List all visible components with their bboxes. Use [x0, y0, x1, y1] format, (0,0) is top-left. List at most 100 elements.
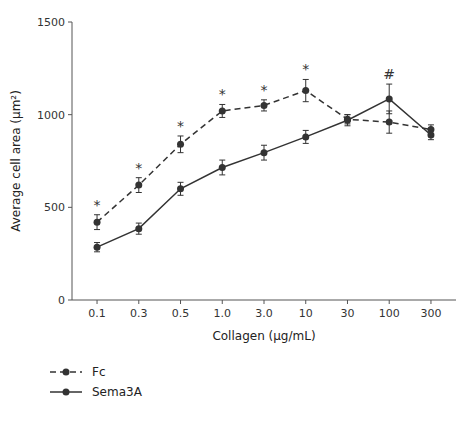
- error-bar: [303, 130, 309, 143]
- error-bar: [219, 160, 225, 175]
- error-bar: [136, 178, 142, 193]
- x-tick-label: 0.1: [88, 307, 106, 320]
- error-cap: [303, 130, 309, 131]
- error-cap: [178, 182, 184, 183]
- y-tick-label: 0: [58, 294, 65, 307]
- error-cap: [303, 143, 309, 144]
- point: [135, 225, 142, 232]
- x-tick: [180, 300, 181, 304]
- annotation: *: [177, 118, 184, 134]
- point: [427, 132, 434, 139]
- error-cap: [428, 124, 434, 125]
- x-tick-label: 3.0: [255, 307, 273, 320]
- point: [177, 141, 184, 148]
- legend-label: Fc: [92, 365, 106, 379]
- point: [386, 119, 393, 126]
- error-bar: [178, 136, 184, 153]
- error-cap: [344, 114, 350, 115]
- x-tick: [430, 300, 431, 304]
- point: [302, 133, 309, 140]
- x-tick-label: 0.3: [130, 307, 148, 320]
- legend: Fc Sema3A: [50, 365, 143, 399]
- x-tick-label: 1.0: [214, 307, 232, 320]
- error-cap: [94, 251, 100, 252]
- error-bar: [344, 115, 350, 126]
- error-bar: [386, 84, 392, 114]
- error-bar: [178, 182, 184, 195]
- y-tick-label: 500: [44, 201, 65, 214]
- y-tick: [68, 22, 72, 23]
- error-bar: [94, 243, 100, 252]
- x-tick: [138, 300, 139, 304]
- point: [219, 107, 226, 114]
- error-cap: [136, 234, 142, 235]
- point: [94, 219, 101, 226]
- y-axis-line: [72, 22, 73, 300]
- error-bar: [261, 145, 267, 160]
- series-line: [97, 91, 431, 223]
- point: [177, 185, 184, 192]
- error-cap: [219, 117, 225, 118]
- error-bar: [136, 223, 142, 234]
- chart-container: 0500100015000.10.30.51.03.01030100300Col…: [0, 0, 474, 438]
- x-tick-label: 10: [299, 307, 313, 320]
- error-cap: [386, 84, 392, 85]
- error-cap: [94, 242, 100, 243]
- error-cap: [94, 214, 100, 215]
- error-cap: [178, 195, 184, 196]
- point: [344, 117, 351, 124]
- x-tick: [347, 300, 348, 304]
- error-cap: [261, 110, 267, 111]
- annotation: *: [135, 160, 142, 176]
- annotation: *: [261, 82, 268, 98]
- error-cap: [94, 229, 100, 230]
- y-axis-label: Average cell area (μm²): [9, 90, 23, 232]
- annotation: #: [383, 66, 395, 82]
- error-cap: [344, 125, 350, 126]
- error-cap: [428, 139, 434, 140]
- plot-area: [94, 79, 435, 251]
- legend-label: Sema3A: [92, 385, 143, 399]
- error-cap: [303, 101, 309, 102]
- point: [261, 149, 268, 156]
- error-bar: [94, 215, 100, 230]
- x-tick: [305, 300, 306, 304]
- y-tick: [68, 300, 72, 301]
- annotation: *: [219, 86, 226, 102]
- x-tick-label: 300: [420, 307, 441, 320]
- chart: 0500100015000.10.30.51.03.01030100300Col…: [0, 0, 474, 438]
- y-tick: [68, 207, 72, 208]
- x-tick: [97, 300, 98, 304]
- error-cap: [219, 160, 225, 161]
- annotation: *: [94, 197, 101, 213]
- error-cap: [178, 135, 184, 136]
- error-cap: [386, 113, 392, 114]
- error-cap: [386, 133, 392, 134]
- y-tick: [68, 114, 72, 115]
- x-tick: [264, 300, 265, 304]
- error-cap: [261, 145, 267, 146]
- x-tick: [222, 300, 223, 304]
- error-cap: [344, 114, 350, 115]
- x-tick-label: 0.5: [172, 307, 190, 320]
- error-bar: [303, 79, 309, 101]
- x-tick: [389, 300, 390, 304]
- error-bar: [261, 100, 267, 111]
- annotation: *: [302, 61, 309, 77]
- error-cap: [178, 152, 184, 153]
- error-cap: [136, 192, 142, 193]
- error-cap: [261, 99, 267, 100]
- y-tick-label: 1500: [37, 16, 65, 29]
- error-cap: [136, 223, 142, 224]
- x-tick-label: 30: [340, 307, 354, 320]
- error-bar: [428, 130, 434, 139]
- error-cap: [136, 177, 142, 178]
- point: [219, 164, 226, 171]
- error-cap: [303, 79, 309, 80]
- x-tick-label: 100: [379, 307, 400, 320]
- legend-marker: [63, 389, 70, 396]
- error-cap: [428, 130, 434, 131]
- error-bar: [219, 104, 225, 117]
- error-cap: [219, 104, 225, 105]
- error-cap: [261, 160, 267, 161]
